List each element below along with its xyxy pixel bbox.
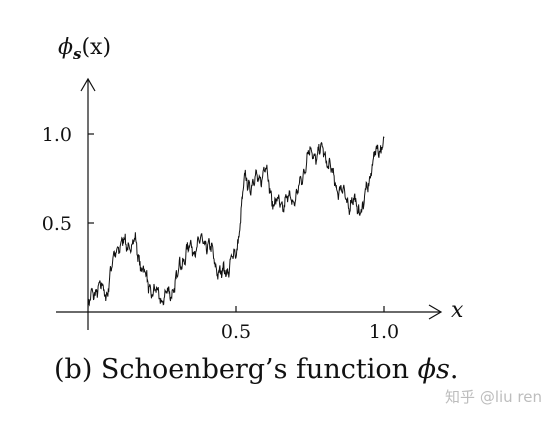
watermark: 知乎 @liu ren [445, 388, 542, 406]
caption-suffix: . [449, 354, 459, 385]
x-tick-label-1: 1.0 [369, 321, 399, 343]
figure-caption: (b) Schoenberg’s function ϕs. [54, 354, 459, 385]
schoenberg-curve [87, 136, 385, 310]
x-axis-arrowhead [428, 304, 443, 320]
axes [56, 77, 443, 330]
ticks: 0.5 1.0 0.5 1.0 [42, 124, 399, 343]
caption-prefix: (b) Schoenberg’s function [54, 354, 418, 385]
y-axis-arrowhead [80, 77, 96, 92]
x-tick-label-0: 0.5 [221, 321, 251, 343]
y-tick-label-1: 1.0 [42, 124, 72, 146]
x-axis-label: x [451, 298, 464, 323]
caption-symbol: ϕs [417, 354, 450, 385]
y-axis-label: ϕs(x) [58, 35, 111, 63]
y-tick-label-0: 0.5 [42, 213, 72, 235]
